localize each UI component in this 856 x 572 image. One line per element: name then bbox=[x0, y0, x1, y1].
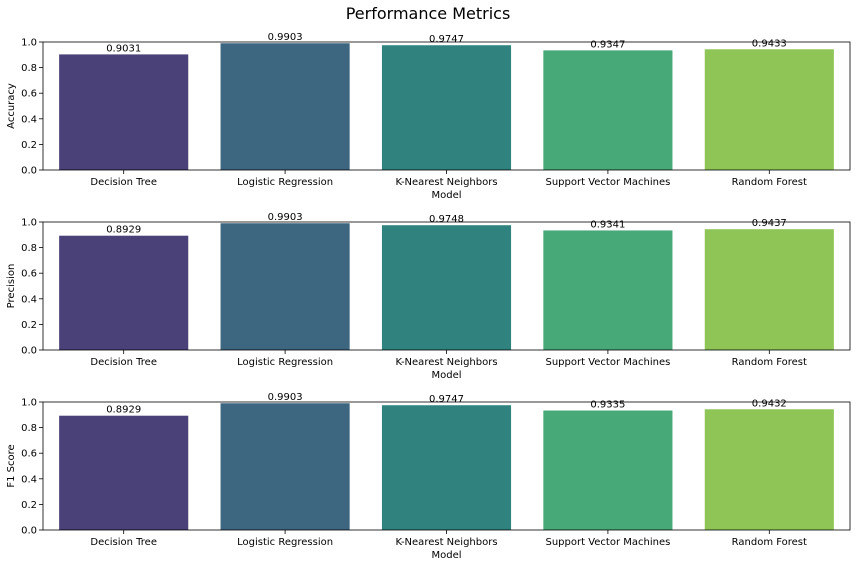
y-axis-label: F1 Score bbox=[6, 444, 17, 487]
x-tick-label: Support Vector Machines bbox=[545, 537, 670, 548]
y-axis-label: Accuracy bbox=[6, 83, 17, 129]
y-tick-label: 0.4 bbox=[21, 474, 37, 485]
data-label: 0.9031 bbox=[106, 43, 141, 54]
x-tick-label: Random Forest bbox=[732, 537, 807, 548]
data-label: 0.9903 bbox=[268, 212, 303, 223]
data-label: 0.9341 bbox=[590, 219, 625, 230]
y-tick-label: 0.0 bbox=[21, 166, 37, 177]
x-tick-label: K-Nearest Neighbors bbox=[395, 537, 497, 548]
x-tick-label: K-Nearest Neighbors bbox=[395, 357, 497, 368]
bar-random-forest bbox=[704, 49, 834, 171]
data-label: 0.9747 bbox=[429, 394, 464, 405]
y-axis-label: Precision bbox=[6, 264, 17, 309]
data-label: 0.9437 bbox=[752, 218, 787, 229]
bar-decision-tree bbox=[59, 415, 189, 530]
x-tick-label: Logistic Regression bbox=[237, 357, 333, 368]
x-tick-label: Support Vector Machines bbox=[545, 357, 670, 368]
data-label: 0.9432 bbox=[752, 398, 787, 409]
data-label: 0.8929 bbox=[106, 405, 141, 416]
y-tick-label: 0.0 bbox=[21, 346, 37, 357]
x-tick-label: Support Vector Machines bbox=[545, 177, 670, 188]
y-tick-label: 0.8 bbox=[21, 243, 37, 254]
subplot-f1-score: 0.8929 0.9903 0.9747 0.9335 0.9432 0.0 0.2 0.4 0… bbox=[6, 392, 851, 561]
bar-logistic-regression bbox=[220, 403, 350, 530]
y-tick-label: 1.0 bbox=[21, 398, 37, 409]
bar-decision-tree bbox=[59, 235, 189, 350]
x-axis-label: Model bbox=[431, 370, 461, 381]
x-tick-label: Random Forest bbox=[732, 357, 807, 368]
data-label: 0.9748 bbox=[429, 214, 464, 225]
y-tick-label: 0.2 bbox=[21, 140, 37, 151]
bar-logistic-regression bbox=[220, 43, 350, 170]
bar-k-nearest-neighbors bbox=[381, 405, 512, 530]
data-label: 0.9903 bbox=[268, 392, 303, 403]
x-tick-label: Logistic Regression bbox=[237, 177, 333, 188]
bar-decision-tree bbox=[59, 54, 189, 170]
x-tick-label: Random Forest bbox=[732, 177, 807, 188]
y-tick-label: 0.2 bbox=[21, 320, 37, 331]
y-tick-label: 0.8 bbox=[21, 423, 37, 434]
y-tick-label: 0.2 bbox=[21, 500, 37, 511]
data-label: 0.9903 bbox=[268, 32, 303, 43]
x-tick-label: Logistic Regression bbox=[237, 537, 333, 548]
subplot-accuracy: 0.9031 0.9903 0.9747 0.9347 0.9433 0.0 0.2 0.4 0… bbox=[6, 32, 851, 201]
x-tick-label: Decision Tree bbox=[90, 537, 157, 548]
y-tick-label: 0.0 bbox=[21, 526, 37, 537]
y-tick-label: 0.4 bbox=[21, 294, 37, 305]
x-axis-label: Model bbox=[431, 550, 461, 561]
data-label: 0.9347 bbox=[590, 39, 625, 50]
y-tick-label: 0.6 bbox=[21, 89, 37, 100]
y-tick-label: 0.8 bbox=[21, 63, 37, 74]
bar-k-nearest-neighbors bbox=[381, 45, 512, 170]
x-tick-label: K-Nearest Neighbors bbox=[395, 177, 497, 188]
y-tick-label: 0.6 bbox=[21, 269, 37, 280]
subplot-precision: 0.8929 0.9903 0.9748 0.9341 0.9437 0.0 0.2 0.4 0… bbox=[6, 212, 851, 381]
y-tick-label: 1.0 bbox=[21, 218, 37, 229]
x-tick-label: Decision Tree bbox=[90, 177, 157, 188]
bar-random-forest bbox=[704, 409, 834, 530]
data-label: 0.8929 bbox=[106, 225, 141, 236]
y-tick-label: 1.0 bbox=[21, 38, 37, 49]
bar-support-vector-machines bbox=[543, 230, 673, 350]
bar-logistic-regression bbox=[220, 223, 350, 350]
y-tick-label: 0.4 bbox=[21, 114, 37, 125]
bar-support-vector-machines bbox=[543, 50, 673, 170]
x-tick-label: Decision Tree bbox=[90, 357, 157, 368]
data-label: 0.9747 bbox=[429, 34, 464, 45]
bar-k-nearest-neighbors bbox=[381, 225, 512, 350]
bar-support-vector-machines bbox=[543, 410, 673, 530]
y-tick-label: 0.6 bbox=[21, 449, 37, 460]
figure-title: Performance Metrics bbox=[346, 4, 511, 23]
x-axis-label: Model bbox=[431, 190, 461, 201]
data-label: 0.9335 bbox=[590, 400, 625, 411]
data-label: 0.9433 bbox=[752, 38, 787, 49]
bar-random-forest bbox=[704, 229, 834, 350]
